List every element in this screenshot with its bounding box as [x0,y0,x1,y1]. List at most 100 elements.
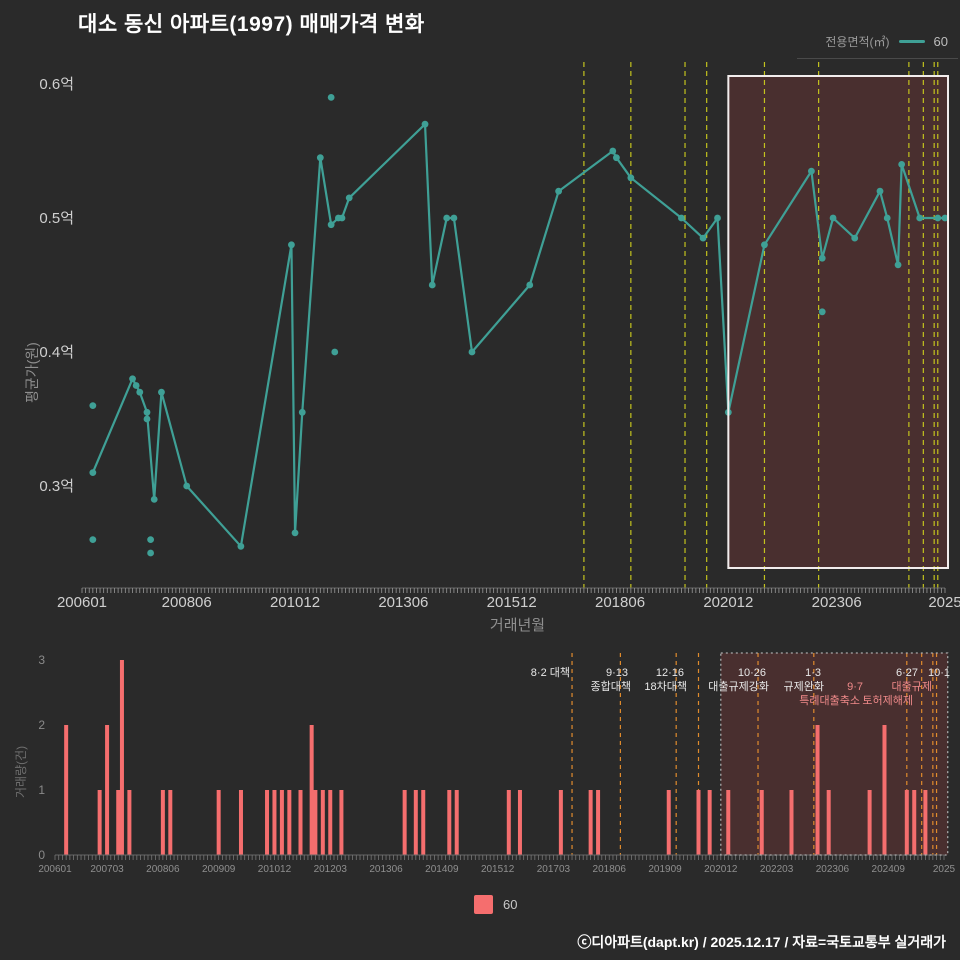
data-point[interactable] [678,214,685,222]
data-point[interactable] [609,147,617,155]
volume-bar[interactable] [867,790,872,855]
volume-bar[interactable] [506,790,511,855]
volume-bar[interactable] [789,790,794,855]
volume-bar[interactable] [309,725,314,855]
data-point[interactable] [183,482,191,490]
data-point[interactable] [450,214,458,222]
volume-bar[interactable] [517,790,522,855]
y-tick-label: 0.4억 [39,344,74,361]
data-point[interactable] [443,214,451,222]
volume-bar[interactable] [726,790,731,855]
outlier-point[interactable] [327,94,335,101]
data-point[interactable] [941,214,949,222]
volume-bar[interactable] [287,790,292,855]
outlier-point[interactable] [147,549,155,557]
data-point[interactable] [298,408,306,416]
data-point[interactable] [699,234,707,242]
volume-bar[interactable] [696,790,701,855]
volume-bar[interactable] [97,790,102,855]
outlier-point[interactable] [89,402,97,409]
volume-bar[interactable] [923,790,928,855]
volume-bar[interactable] [298,790,303,855]
volume-bar[interactable] [826,790,831,855]
volume-bar[interactable] [759,790,764,855]
volume-bar[interactable] [882,725,887,855]
volume-bar[interactable] [588,790,593,855]
data-point[interactable] [851,234,859,242]
volume-bar[interactable] [402,790,407,855]
volume-bar[interactable] [666,790,671,855]
policy-annotation: 규제완화 [784,680,824,693]
volume-bar[interactable] [168,790,173,855]
outlier-point[interactable] [331,348,339,356]
data-point[interactable] [150,496,158,503]
outlier-point[interactable] [143,415,151,423]
volume-bar[interactable] [279,790,284,855]
volume-bar[interactable] [238,790,243,855]
volume-bar[interactable] [127,790,132,855]
outlier-point[interactable] [132,382,140,389]
volume-bar[interactable] [904,790,909,855]
outlier-point[interactable] [89,536,97,543]
data-point[interactable] [627,174,635,182]
volume-bar[interactable] [339,790,344,855]
volume-bar[interactable] [64,725,69,855]
data-point[interactable] [338,214,346,222]
volume-bar[interactable] [707,790,712,855]
data-point[interactable] [898,161,906,168]
data-point[interactable] [468,348,476,356]
volume-bar[interactable] [265,790,270,855]
data-point[interactable] [291,529,299,537]
volume-bar[interactable] [558,790,563,855]
data-point[interactable] [237,542,245,550]
volume-bar[interactable] [421,790,426,855]
data-point[interactable] [883,214,891,222]
volume-bar[interactable] [116,790,121,855]
data-point[interactable] [555,187,563,195]
volume-bar[interactable] [413,790,418,855]
data-point[interactable] [129,375,136,383]
data-point[interactable] [916,214,924,222]
y-tick-label: 3 [38,653,45,667]
data-point[interactable] [934,214,942,222]
data-point[interactable] [714,214,721,222]
data-point[interactable] [807,167,815,175]
volume-bar[interactable] [912,790,917,855]
data-point[interactable] [876,187,884,195]
volume-bar[interactable] [447,790,452,855]
volume-bar[interactable] [328,790,333,855]
volume-bar[interactable] [596,790,601,855]
data-point[interactable] [89,469,97,476]
volume-bar[interactable] [815,725,820,855]
data-point[interactable] [428,281,436,289]
data-point[interactable] [829,214,837,222]
volume-bar[interactable] [105,725,110,855]
outlier-point[interactable] [147,536,155,543]
volume-bar[interactable] [320,790,325,855]
volume-bar[interactable] [313,790,318,855]
volume-bar[interactable] [119,660,124,855]
data-point[interactable] [345,194,353,202]
data-point[interactable] [421,120,429,128]
volume-bar[interactable] [454,790,459,855]
data-point[interactable] [143,408,151,416]
x-axis-bottom: 200601 200703 200806 200909 201012 201203 2013… [38,854,956,875]
data-point[interactable] [761,241,768,249]
outlier-point[interactable] [818,308,826,316]
volume-bar[interactable] [160,790,165,855]
data-point[interactable] [327,221,335,229]
data-point[interactable] [316,154,324,162]
data-point[interactable] [818,254,826,262]
data-point[interactable] [288,241,295,249]
series-legend-bottom[interactable]: 60 [474,895,517,914]
x-tick-label: 200806 [162,594,212,611]
data-point[interactable] [158,388,165,396]
data-point[interactable] [894,261,902,269]
volume-bar[interactable] [272,790,277,855]
series-legend-top[interactable]: 전용면적(㎡) 60 [797,33,958,59]
x-tick-label: 201806 [593,864,627,875]
data-point[interactable] [613,154,620,162]
data-point[interactable] [136,388,144,396]
data-point[interactable] [526,281,534,289]
volume-bar[interactable] [216,790,221,855]
